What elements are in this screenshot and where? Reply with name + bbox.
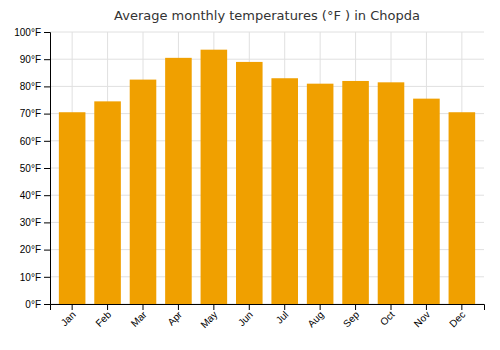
tick-mark <box>44 114 50 115</box>
tick-label: 60°F <box>20 136 41 147</box>
tick-label: 40°F <box>20 190 41 201</box>
tick-label: 30°F <box>20 217 41 228</box>
bar <box>59 112 86 304</box>
grid-line <box>50 32 484 33</box>
tick-mark <box>44 168 50 169</box>
tick-label: Mar <box>129 308 149 328</box>
tick: 40°F <box>20 190 50 201</box>
tick: 60°F <box>20 136 50 147</box>
bar <box>130 80 157 304</box>
tick-label: 100°F <box>14 27 41 38</box>
tick-mark <box>44 32 50 33</box>
bar <box>201 50 228 304</box>
tick: 100°F <box>14 27 50 38</box>
bar <box>342 81 369 304</box>
tick: 70°F <box>20 108 50 119</box>
tick-label: 50°F <box>20 163 41 174</box>
tick-mark <box>44 222 50 223</box>
tick-label: Dec <box>447 309 467 329</box>
tick-mark <box>143 304 144 310</box>
tick-label: Feb <box>93 309 113 329</box>
tick: Sep <box>341 304 362 329</box>
tick-label: Aug <box>305 309 325 329</box>
tick: Apr <box>165 304 184 328</box>
tick: 50°F <box>20 163 50 174</box>
plot: 0°F 10°F 20°F 30°F 40°F 50°F 60°F 70°F 80°F 90°F 1… <box>14 27 484 330</box>
tick: 80°F <box>20 81 50 92</box>
tick-label: 90°F <box>20 54 41 65</box>
tick-mark <box>320 304 321 310</box>
tick-mark <box>461 304 462 310</box>
tick-mark <box>44 250 50 251</box>
tick-mark <box>178 304 179 310</box>
axis-line <box>51 305 485 311</box>
tick: 0°F <box>25 299 50 310</box>
tick-mark <box>44 277 50 278</box>
x-axis: Jan Feb Mar Apr May Jun Jul Aug Sep Oct Nov Dec <box>51 304 485 330</box>
tick: Jan <box>59 304 78 328</box>
bar <box>94 101 121 304</box>
tick: 10°F <box>20 272 50 283</box>
tick-label: Jun <box>236 309 255 328</box>
tick: Jul <box>274 304 291 326</box>
bar <box>271 78 298 304</box>
tick-label: Jul <box>274 309 291 326</box>
tick-mark <box>72 304 73 310</box>
tick-label: 0°F <box>25 299 41 310</box>
tick: 90°F <box>20 54 50 65</box>
tick: Aug <box>305 304 325 329</box>
title: Average monthly temperatures (°F ) in Ch… <box>114 8 420 23</box>
bar <box>236 62 263 304</box>
tick: Feb <box>93 304 113 329</box>
tick-label: 80°F <box>20 81 41 92</box>
bars <box>59 50 475 304</box>
tick-mark <box>44 86 50 87</box>
tick: 30°F <box>20 217 50 228</box>
bar <box>165 58 192 304</box>
tick-mark <box>107 304 108 310</box>
tick-label: Apr <box>165 308 184 327</box>
y-axis: 0°F 10°F 20°F 30°F 40°F 50°F 60°F 70°F 80°F 90°F 1… <box>14 27 50 310</box>
tick-label: Jan <box>59 309 78 328</box>
tick: Oct <box>378 304 397 328</box>
bar <box>413 99 440 304</box>
tick: 20°F <box>20 244 50 255</box>
tick-mark <box>355 304 356 310</box>
tick-mark <box>284 304 285 310</box>
tick-mark <box>44 195 50 196</box>
tick-mark <box>44 141 50 142</box>
tick-label: Oct <box>378 309 397 328</box>
grid <box>50 32 484 304</box>
axis-line <box>44 33 51 305</box>
bar <box>378 82 405 304</box>
tick-mark <box>213 304 214 310</box>
tick: Nov <box>412 304 432 329</box>
tick: Mar <box>129 304 149 329</box>
tick-label: May <box>198 309 219 330</box>
tick-label: 20°F <box>20 244 41 255</box>
tick-mark <box>44 304 50 305</box>
tick: Jun <box>236 304 255 328</box>
grid-line <box>50 86 484 87</box>
tick-mark <box>44 59 50 60</box>
chart: 0°F 10°F 20°F 30°F 40°F 50°F 60°F 70°F 80°F 90°F 1… <box>0 0 500 350</box>
grid-line <box>50 59 484 60</box>
tick-mark <box>249 304 250 310</box>
tick-label: Nov <box>412 309 432 329</box>
tick-mark <box>391 304 392 310</box>
tick-label: Sep <box>341 309 362 330</box>
bar <box>307 84 334 304</box>
tick: May <box>198 304 219 330</box>
tick-label: 10°F <box>20 272 41 283</box>
tick-mark <box>426 304 427 310</box>
tick-label: 70°F <box>20 108 41 119</box>
bar <box>449 112 476 304</box>
tick: Dec <box>447 304 467 329</box>
